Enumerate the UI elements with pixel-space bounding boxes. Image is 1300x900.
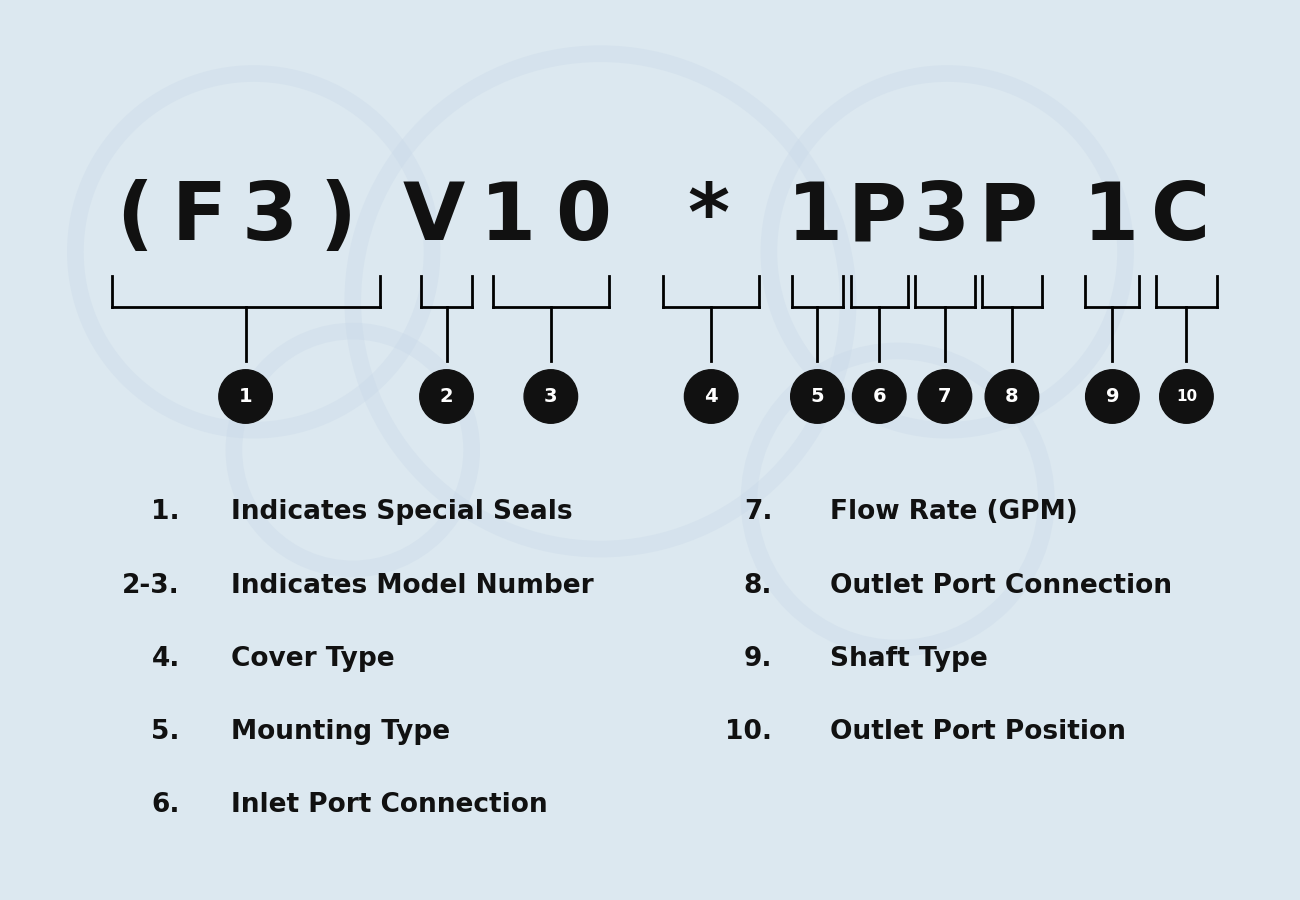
Circle shape — [1086, 370, 1139, 423]
Text: Indicates Special Seals: Indicates Special Seals — [231, 500, 573, 526]
Text: 1: 1 — [1083, 179, 1139, 257]
Text: V: V — [403, 179, 464, 257]
Text: 5: 5 — [811, 387, 824, 406]
Text: Outlet Port Position: Outlet Port Position — [831, 719, 1126, 745]
Text: 2-3.: 2-3. — [122, 572, 179, 598]
Text: 10: 10 — [1176, 389, 1197, 404]
Text: 3: 3 — [242, 179, 298, 257]
Text: Outlet Port Connection: Outlet Port Connection — [831, 572, 1173, 598]
Text: 7: 7 — [939, 387, 952, 406]
Circle shape — [918, 370, 971, 423]
Text: Indicates Model Number: Indicates Model Number — [231, 572, 594, 598]
Circle shape — [524, 370, 577, 423]
Circle shape — [218, 370, 272, 423]
Text: (: ( — [117, 179, 153, 257]
Text: 3: 3 — [545, 387, 558, 406]
Text: Mounting Type: Mounting Type — [231, 719, 451, 745]
Text: 8.: 8. — [744, 572, 772, 598]
Circle shape — [985, 370, 1039, 423]
Text: 4.: 4. — [152, 645, 179, 671]
Text: Cover Type: Cover Type — [231, 645, 395, 671]
Text: Flow Rate (GPM): Flow Rate (GPM) — [831, 500, 1078, 526]
Text: ): ) — [320, 179, 356, 257]
Text: P: P — [848, 179, 906, 257]
Circle shape — [420, 370, 473, 423]
Text: F: F — [172, 179, 226, 257]
Text: 1: 1 — [239, 387, 252, 406]
Text: 4: 4 — [705, 387, 718, 406]
Text: 10.: 10. — [725, 719, 772, 745]
Circle shape — [790, 370, 844, 423]
Text: *: * — [686, 179, 729, 257]
Text: 8: 8 — [1005, 387, 1019, 406]
Text: Inlet Port Connection: Inlet Port Connection — [231, 792, 549, 818]
Text: 6: 6 — [872, 387, 887, 406]
Text: 7.: 7. — [744, 500, 772, 526]
Text: Shaft Type: Shaft Type — [831, 645, 988, 671]
Circle shape — [684, 370, 738, 423]
Text: 2: 2 — [439, 387, 454, 406]
Text: 9.: 9. — [744, 645, 772, 671]
Text: 5.: 5. — [151, 719, 179, 745]
Text: 3: 3 — [913, 179, 968, 257]
Text: C: C — [1150, 179, 1210, 257]
Text: P: P — [979, 179, 1037, 257]
Text: 1: 1 — [480, 179, 537, 257]
Circle shape — [1160, 370, 1213, 423]
Circle shape — [853, 370, 906, 423]
Text: 0: 0 — [555, 179, 611, 257]
Text: 6.: 6. — [151, 792, 179, 818]
Text: 1: 1 — [786, 179, 842, 257]
Text: 1.: 1. — [151, 500, 179, 526]
Text: 9: 9 — [1105, 387, 1119, 406]
